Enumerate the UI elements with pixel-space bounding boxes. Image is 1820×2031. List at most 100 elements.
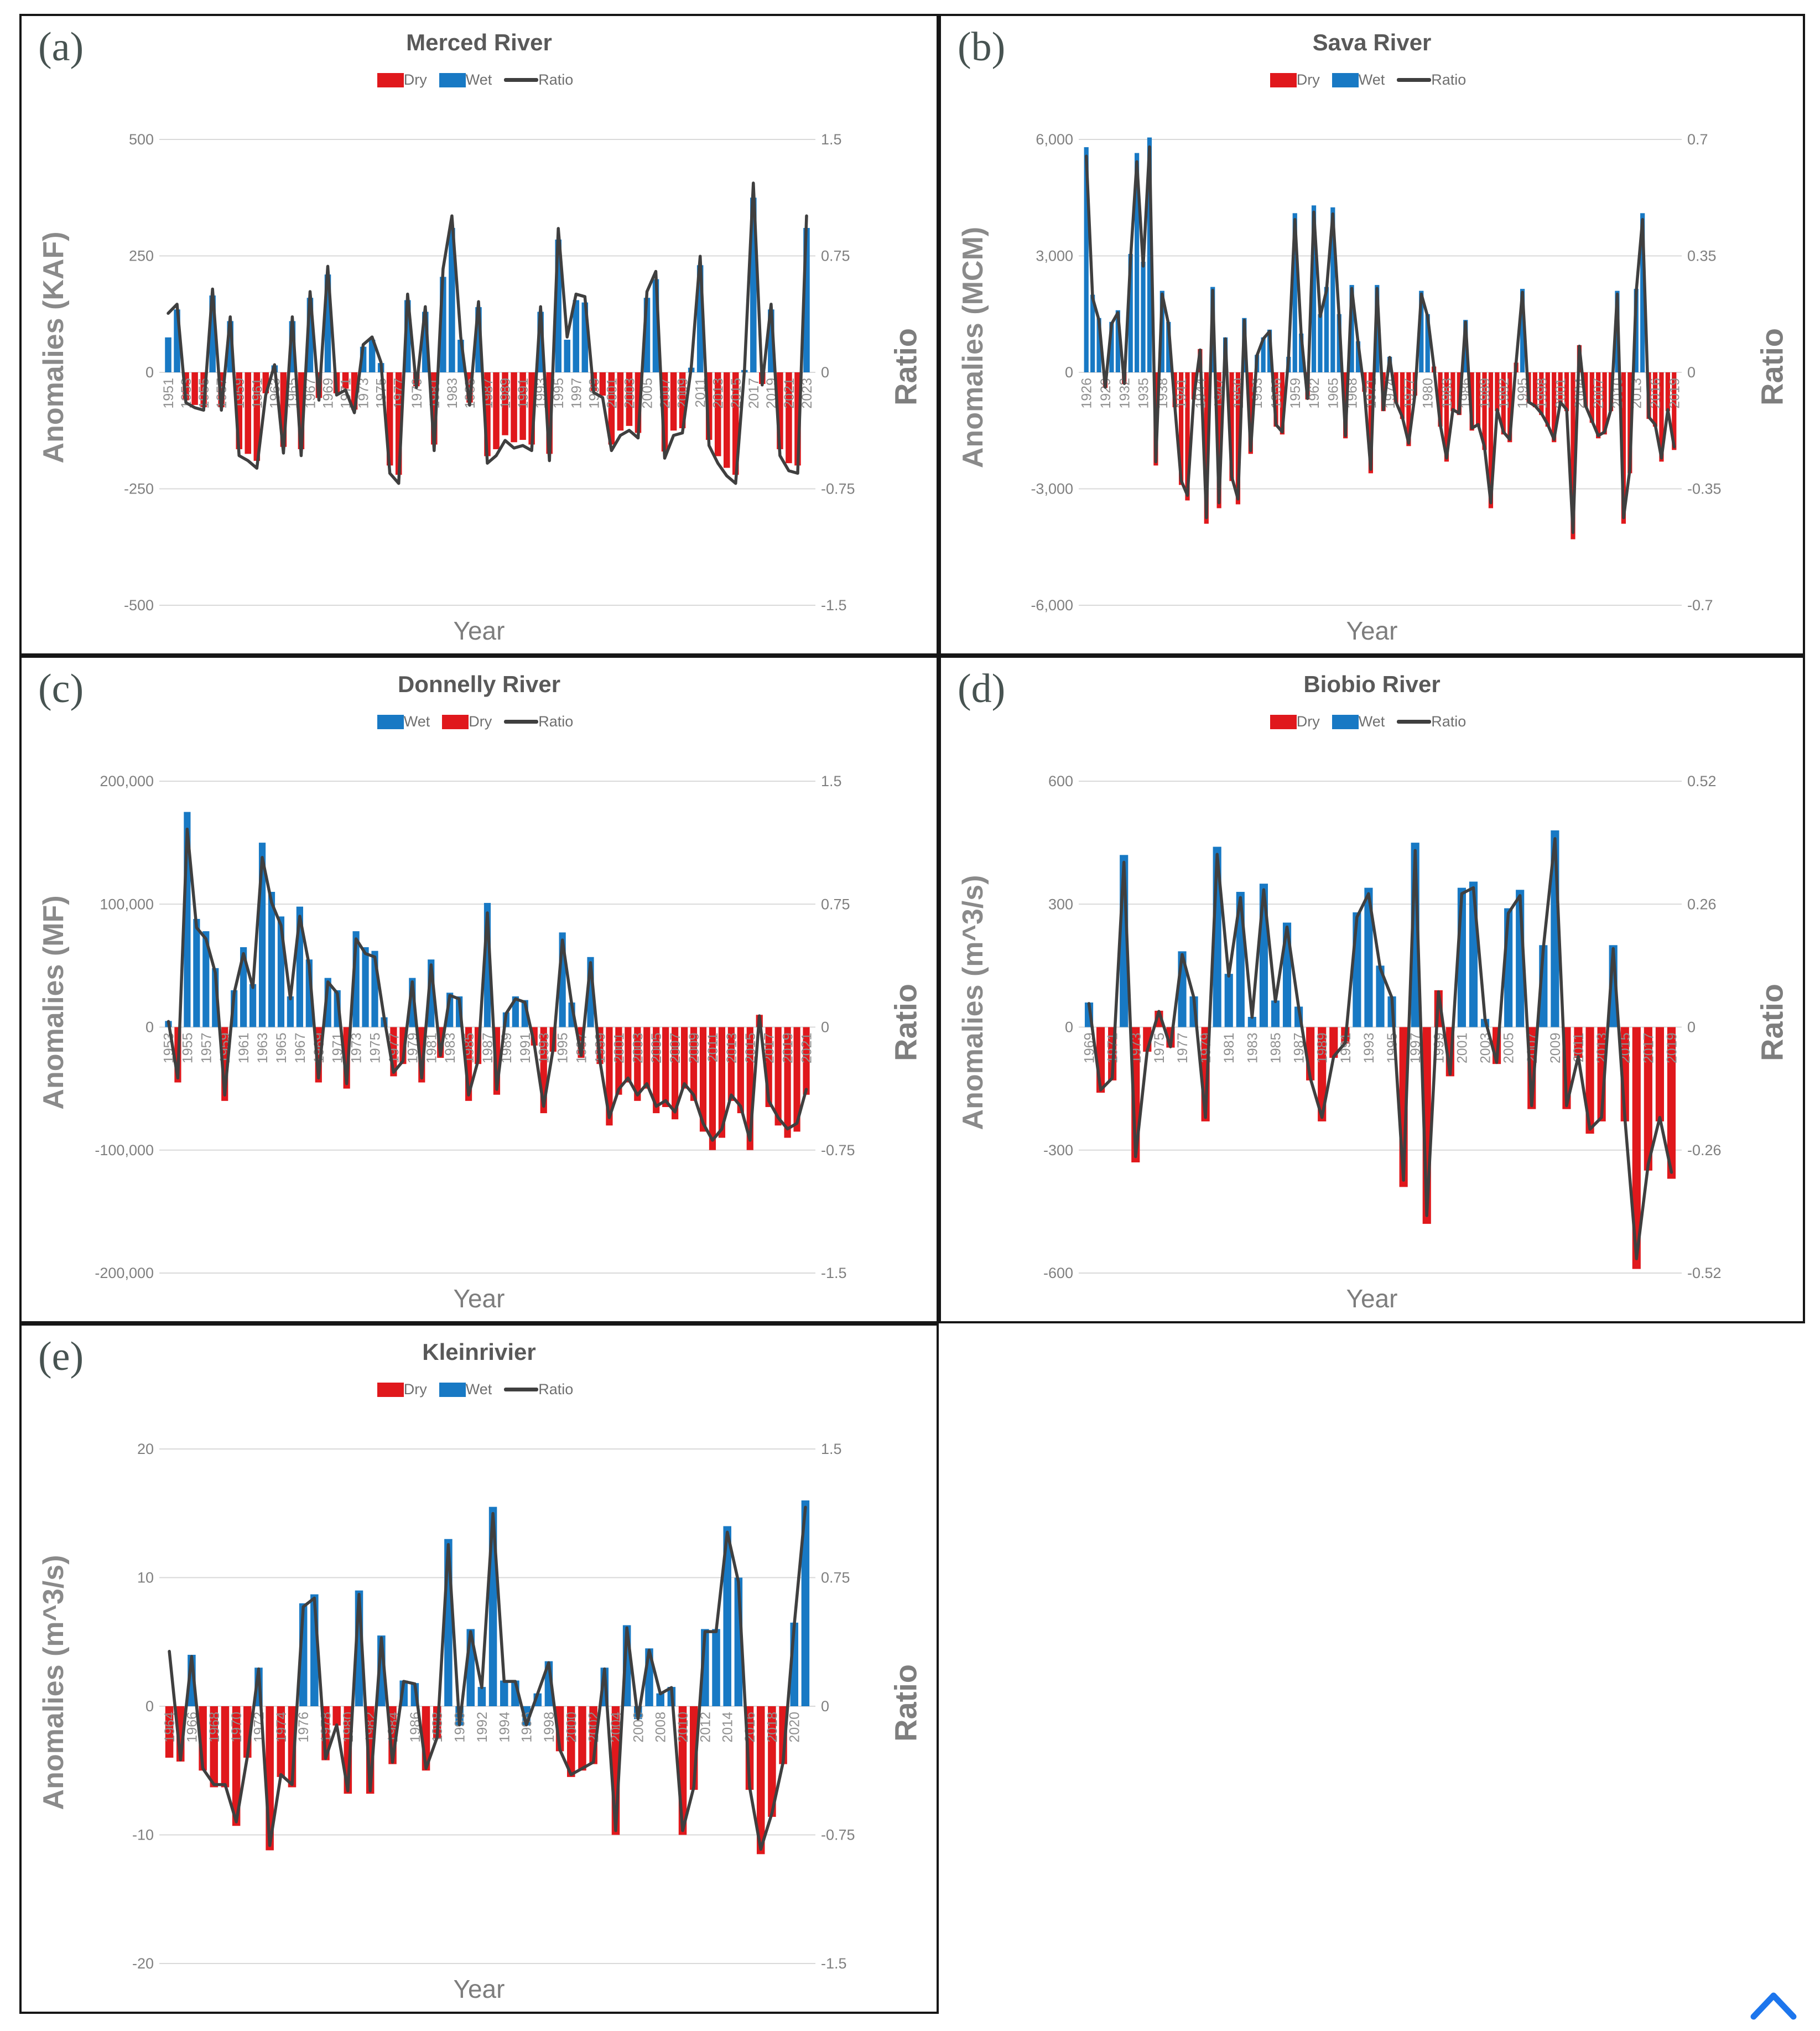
bar-2005 (1583, 372, 1588, 408)
y-tick-label: 200,000 (100, 773, 154, 789)
x-tick-label: 1981 (1221, 1033, 1237, 1064)
ratio-line (1084, 145, 1676, 534)
bar-1997 (573, 300, 580, 372)
legend-item-dry: Dry (377, 71, 435, 89)
bar-2003 (1571, 372, 1575, 539)
ratio-tick-label: -0.26 (1687, 1142, 1722, 1159)
bar-2019 (1672, 372, 1677, 450)
ratio-line-swatch (504, 78, 539, 82)
legend-label: Ratio (538, 713, 574, 730)
y-tick-label: -10 (132, 1827, 154, 1843)
x-tick-label: 1989 (1478, 378, 1493, 409)
bar-1949 (1229, 372, 1234, 481)
x-tick-label: 2003 (622, 378, 637, 409)
bar-2003 (634, 1027, 641, 1101)
bar-1928 (1096, 318, 1101, 372)
bar-1965 (289, 321, 296, 372)
bar-2022 (794, 372, 801, 466)
panel-d: (d) Biobio River Dry Wet Ratio Anomalies (… (939, 656, 1805, 1323)
bar-1982 (1438, 372, 1443, 427)
bar-1977 (1406, 372, 1411, 446)
bar-2007 (1596, 372, 1601, 439)
x-axis-title: Year (453, 616, 505, 645)
bar-1959 (236, 372, 243, 449)
x-tick-label: 2020 (787, 1712, 803, 1743)
bar-1979 (1419, 290, 1424, 372)
bar-1993 (1507, 372, 1512, 443)
x-tick-label: 2008 (653, 1712, 669, 1743)
x-tick-label: 1973 (349, 1033, 365, 1064)
legend-label: Wet (465, 71, 492, 88)
x-tick-label: 1935 (1136, 378, 1152, 409)
bar-2018 (1655, 1027, 1664, 1121)
dry-swatch (1270, 72, 1297, 87)
bar-1945 (1204, 372, 1209, 524)
bar-1960 (1299, 333, 1304, 372)
x-tick-label: 2014 (720, 1712, 736, 1743)
x-tick-label: 2010 (675, 1712, 691, 1743)
panel-letter: (e) (38, 1334, 84, 1379)
bar-1951 (165, 337, 171, 372)
bar-1989 (1482, 372, 1487, 450)
panel-a: (a) Merced River Dry Wet Ratio Anomalies (… (19, 14, 939, 656)
x-tick-label: 1975 (1152, 1033, 1167, 1064)
bar-1981 (1224, 974, 1233, 1027)
ratio-tick-label: -0.75 (821, 1142, 855, 1159)
bar-1984 (457, 340, 464, 372)
bar-2001 (578, 1706, 586, 1771)
bar-2002 (625, 1027, 632, 1083)
bar-1998 (581, 302, 589, 372)
bar-2006 (1589, 372, 1594, 423)
x-tick-label: 1994 (497, 1712, 512, 1743)
legend-item-dry: Dry (377, 1381, 435, 1398)
bar-1936 (1147, 137, 1152, 372)
bar-2017 (1644, 1027, 1652, 1171)
x-tick-label: 1997 (569, 378, 584, 409)
y-tick-label: -500 (124, 597, 154, 614)
y-tick-label: 0 (145, 364, 154, 381)
x-tick-label: 2000 (564, 1712, 579, 1743)
bar-1987 (484, 372, 491, 456)
bar-2012 (1627, 372, 1632, 474)
x-tick-label: 1969 (321, 378, 336, 409)
y-tick-label: 6,000 (1036, 131, 1073, 148)
ratio-tick-label: -1.5 (821, 1955, 847, 1972)
bar-1999 (1545, 372, 1550, 427)
bar-2011 (1621, 372, 1626, 524)
bar-1979 (332, 1706, 341, 1726)
y-tick-label: 500 (129, 131, 154, 148)
bar-2019 (768, 309, 774, 372)
bar-2019 (784, 1027, 791, 1138)
chevron-up-icon[interactable] (1748, 1989, 1799, 2021)
wet-swatch (439, 1382, 466, 1397)
x-tick-label: 1983 (1245, 1033, 1260, 1064)
bar-2016 (1632, 1027, 1641, 1269)
legend-item-wet: Wet (439, 1381, 500, 1398)
ratio-tick-label: -1.5 (821, 597, 847, 614)
bar-1974 (368, 340, 376, 372)
legend-label: Dry (403, 1381, 427, 1398)
bar-1977 (395, 372, 402, 475)
bar-1973 (360, 346, 367, 372)
bar-2011 (709, 1027, 716, 1150)
bar-1982 (440, 277, 446, 372)
x-tick-label: 1977 (1175, 1033, 1190, 1064)
bar-2011 (1574, 1027, 1583, 1058)
x-tick-label: 1996 (519, 1712, 535, 1743)
legend-item-ratio: Ratio (504, 1381, 581, 1398)
ratio-line-swatch (504, 720, 539, 724)
ratio-tick-label: 1.5 (821, 131, 842, 148)
x-tick-label: 2003 (630, 1033, 646, 1064)
x-axis-title: Year (453, 1284, 505, 1313)
bar-1943 (1191, 372, 1197, 400)
x-axis-title: Year (1346, 616, 1398, 645)
bar-1993 (1364, 887, 1373, 1027)
x-tick-label: 1968 (207, 1712, 222, 1743)
bar-1975 (1393, 372, 1398, 404)
bar-1931 (1115, 310, 1120, 372)
x-tick-label: 1976 (296, 1712, 311, 1743)
bar-2021 (803, 1027, 810, 1095)
x-tick-label: 1995 (555, 1033, 571, 1064)
x-tick-label: 2007 (668, 1033, 683, 1064)
